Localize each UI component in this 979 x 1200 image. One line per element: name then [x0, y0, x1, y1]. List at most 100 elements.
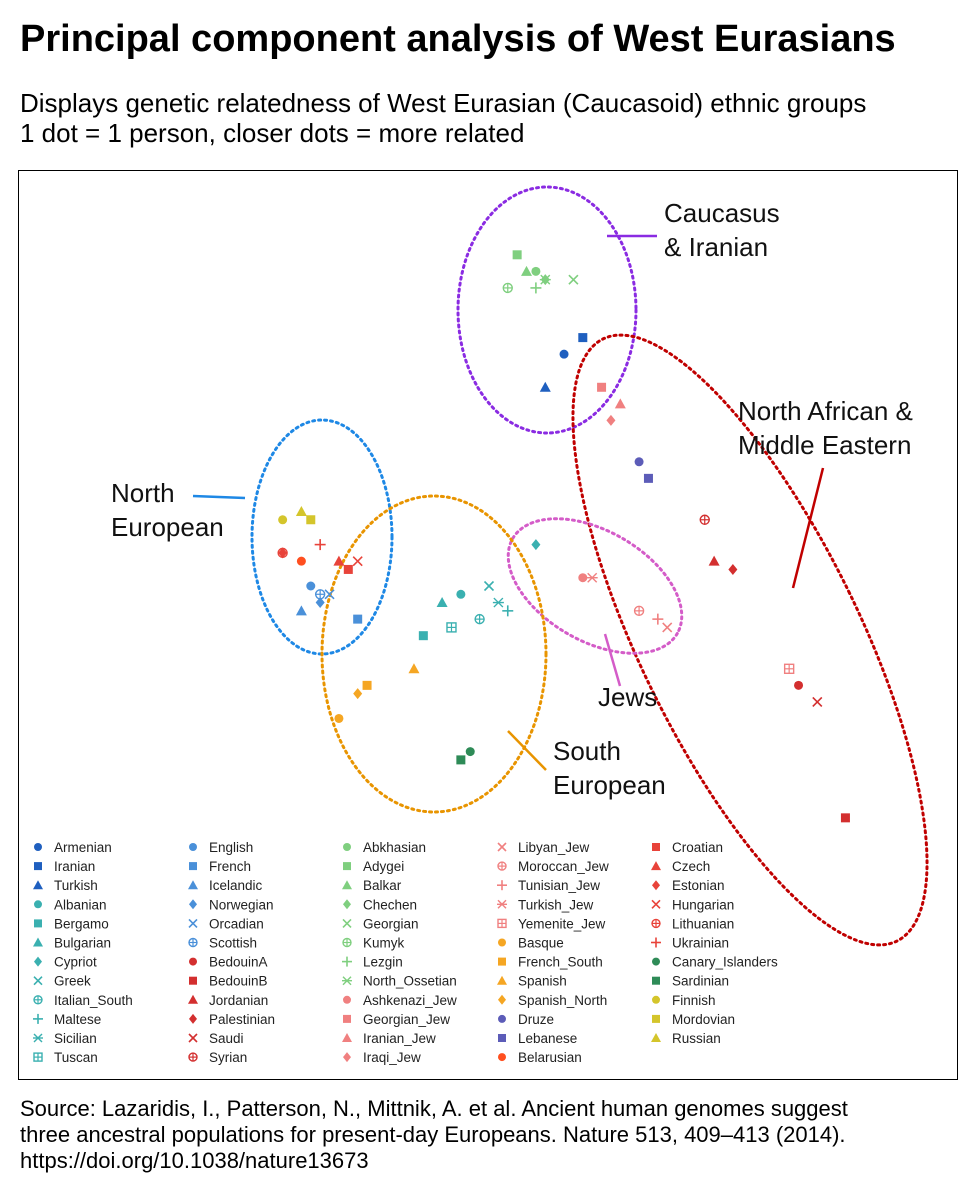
north-european-ellipse [250, 418, 394, 656]
north-european-label-line-2: European [111, 512, 224, 542]
legend-marker [652, 976, 660, 985]
north-african-middle-eastern-ellipse [571, 333, 929, 947]
legend-label: Maltese [54, 1012, 101, 1027]
legend-item: Georgian_Jew [343, 1012, 450, 1027]
legend-label: Bulgarian [54, 936, 111, 951]
legend-label: Moroccan_Jew [518, 859, 609, 874]
legend-marker [33, 995, 43, 1005]
legend-marker [33, 937, 43, 947]
legend-label: Lebanese [518, 1031, 577, 1046]
legend-label: Armenian [54, 840, 112, 855]
point-french-south [362, 680, 372, 690]
legend-item: Armenian [34, 840, 112, 855]
legend-marker [497, 842, 507, 852]
legend-item: Chechen [343, 897, 417, 912]
legend-label: Croatian [672, 840, 723, 855]
legend-marker [343, 995, 351, 1004]
legend-label: Mordovian [672, 1012, 735, 1027]
point-lebanese [643, 473, 653, 483]
legend-item: Cypriot [34, 955, 97, 970]
point-ukrainian [314, 539, 326, 551]
legend-marker [498, 1014, 506, 1023]
chart-title: Principal component analysis of West Eur… [20, 18, 896, 60]
legend-label: Finnish [672, 993, 716, 1008]
legend-marker [189, 1013, 197, 1024]
legend-item: BedouinA [189, 955, 268, 970]
point-mordovian [306, 515, 316, 525]
south-european-ellipse [320, 494, 548, 814]
point-italian-south [474, 613, 485, 625]
jews-ellipse [506, 517, 684, 655]
legend: Armenian Iranian Turkish Albanian Bergamo Bul… [33, 840, 778, 1065]
legend-marker [189, 862, 197, 871]
point-croatian [343, 564, 353, 574]
point-ashkenazi-jew [578, 573, 588, 583]
legend-label: Greek [54, 974, 91, 989]
legend-item: Tunisian_Jew [497, 878, 600, 893]
point-spanish-north [353, 688, 363, 700]
north-african-label-line-1: North African & [738, 396, 913, 426]
legend-item: Orcadian [188, 916, 264, 931]
legend-label: Orcadian [209, 916, 264, 931]
legend-item: Jordanian [188, 993, 268, 1008]
legend-marker [343, 1014, 351, 1023]
legend-label: BedouinB [209, 974, 268, 989]
legend-label: Iranian [54, 859, 95, 874]
legend-marker [33, 880, 43, 890]
point-georgian-jew [597, 382, 607, 392]
legend-marker [343, 843, 351, 851]
legend-label: Ukrainian [672, 936, 729, 951]
legend-label: Georgian_Jew [363, 1012, 450, 1027]
legend-marker [652, 880, 660, 891]
legend-marker [497, 918, 507, 929]
point-maltese [502, 605, 514, 617]
south-european-leader [507, 730, 547, 771]
point-palestinian [728, 563, 738, 575]
legend-label: Canary_Islanders [672, 955, 778, 970]
point-adygei [512, 250, 522, 260]
legend-item: Bergamo [34, 916, 109, 931]
legend-label: Jordanian [209, 993, 268, 1008]
legend-marker [34, 900, 42, 909]
legend-marker [652, 1014, 660, 1023]
legend-label: Druze [518, 1012, 554, 1027]
point-abkhasian [531, 266, 541, 276]
legend-item: Iranian [34, 859, 95, 874]
legend-label: Adygei [363, 859, 404, 874]
legend-item: Italian_South [33, 993, 133, 1008]
legend-item: Sardinian [652, 974, 729, 989]
legend-label: Icelandic [209, 878, 263, 893]
legend-item: Turkish [33, 878, 98, 893]
legend-label: Spanish_North [518, 993, 607, 1008]
legend-marker [497, 880, 507, 891]
legend-item: Tuscan [33, 1050, 98, 1065]
point-jordanian [708, 555, 720, 566]
source-citation: Source: Lazaridis, I., Patterson, N., Mi… [20, 1096, 848, 1174]
north-european-leader [192, 494, 246, 500]
legend-label: French [209, 859, 251, 874]
legend-marker [188, 994, 198, 1004]
point-bedouinb [840, 813, 850, 823]
legend-marker [343, 899, 351, 910]
point-russian [295, 505, 307, 516]
caucasus-label-line-1: Caucasus [664, 198, 780, 228]
legend-marker [188, 918, 198, 928]
legend-label: Basque [518, 936, 564, 951]
source-line-3[interactable]: https://doi.org/10.1038/nature13673 [20, 1148, 369, 1173]
legend-marker [498, 1053, 506, 1062]
legend-label: Turkish [54, 878, 98, 893]
legend-label: Kumyk [363, 936, 405, 951]
legend-marker [342, 880, 352, 890]
legend-marker [34, 956, 42, 967]
caucasus-label-line-2: & Iranian [664, 232, 768, 262]
legend-item: Estonian [652, 878, 725, 893]
legend-item: French_South [498, 955, 603, 970]
legend-marker [188, 1033, 198, 1043]
point-bulgarian [436, 597, 448, 608]
legend-marker [498, 938, 506, 947]
point-moroccan-jew [633, 605, 645, 617]
legend-label: Bergamo [54, 916, 109, 931]
point-syrian [699, 514, 710, 525]
legend-item: Saudi [188, 1031, 244, 1046]
